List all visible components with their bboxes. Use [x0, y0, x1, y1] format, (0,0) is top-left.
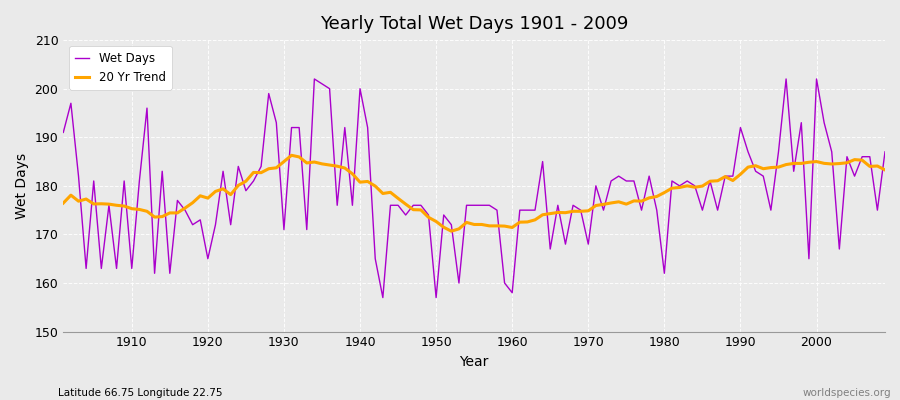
20 Yr Trend	[515, 220, 526, 224]
Wet Days	[58, 130, 68, 135]
Wet Days	[309, 76, 320, 81]
Wet Days	[377, 295, 388, 300]
X-axis label: Year: Year	[460, 355, 489, 369]
20 Yr Trend	[613, 200, 624, 204]
20 Yr Trend	[879, 168, 890, 172]
Wet Days	[339, 125, 350, 130]
Line: 20 Yr Trend: 20 Yr Trend	[63, 155, 885, 231]
Wet Days	[119, 178, 130, 183]
20 Yr Trend	[339, 166, 350, 170]
Wet Days	[613, 174, 624, 178]
Line: Wet Days: Wet Days	[63, 79, 885, 298]
Wet Days	[522, 208, 533, 212]
20 Yr Trend	[446, 229, 456, 234]
20 Yr Trend	[522, 220, 533, 224]
Wet Days	[879, 150, 890, 154]
20 Yr Trend	[119, 204, 130, 208]
Title: Yearly Total Wet Days 1901 - 2009: Yearly Total Wet Days 1901 - 2009	[320, 15, 628, 33]
Text: Latitude 66.75 Longitude 22.75: Latitude 66.75 Longitude 22.75	[58, 388, 223, 398]
20 Yr Trend	[293, 154, 304, 159]
Wet Days	[286, 125, 297, 130]
Text: worldspecies.org: worldspecies.org	[803, 388, 891, 398]
Y-axis label: Wet Days: Wet Days	[15, 153, 29, 219]
Legend: Wet Days, 20 Yr Trend: Wet Days, 20 Yr Trend	[69, 46, 172, 90]
20 Yr Trend	[286, 153, 297, 158]
Wet Days	[515, 208, 526, 212]
20 Yr Trend	[58, 201, 68, 206]
